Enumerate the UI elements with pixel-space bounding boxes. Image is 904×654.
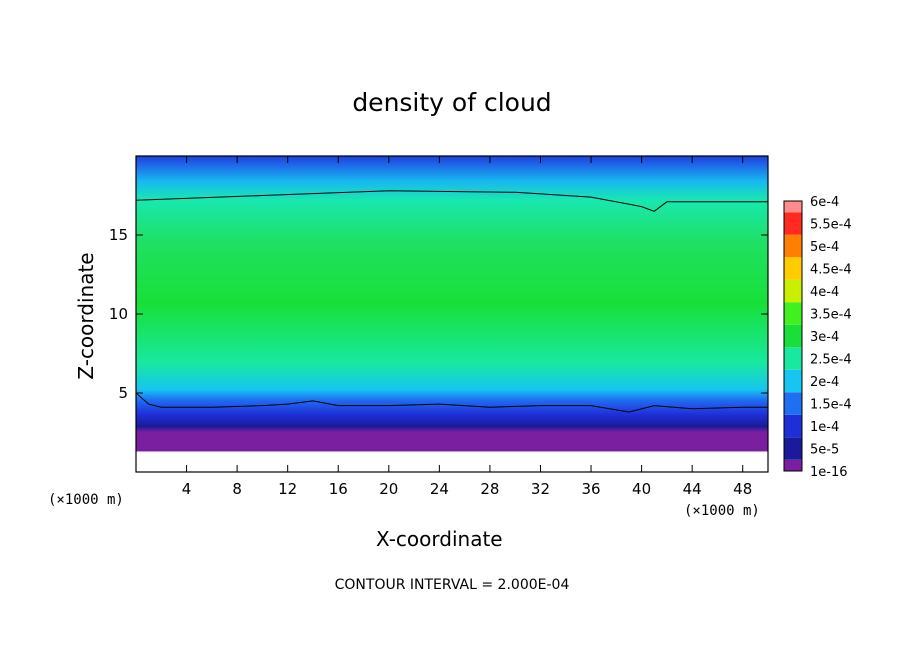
colorbar-swatch (784, 437, 802, 460)
colorbar-label: 1e-16 (810, 465, 848, 480)
colorbar-label: 1.5e-4 (810, 398, 852, 413)
contour-interval-note: CONTOUR INTERVAL = 2.000E-04 (334, 577, 570, 593)
y-tick-label: 5 (118, 384, 128, 402)
x-tick-label: 36 (581, 480, 600, 498)
y-tick-label: 15 (109, 226, 128, 244)
colorbar-label: 3e-4 (810, 330, 839, 345)
colorbar-swatch (784, 234, 802, 258)
colorbar-swatch (784, 201, 802, 213)
colorbar-swatch (784, 347, 802, 370)
x-tick-label: 4 (182, 480, 192, 498)
x-tick-label: 16 (329, 480, 348, 498)
x-tick-label: 24 (430, 480, 449, 498)
colorbar-swatch (784, 324, 802, 348)
x-axis-label: X-coordinate (376, 527, 503, 551)
colorbar-swatch (784, 279, 802, 303)
y-tick-label: 10 (109, 305, 128, 323)
x-tick-label: 8 (232, 480, 242, 498)
colorbar-label: 4.5e-4 (810, 263, 852, 278)
colorbar-swatch (784, 392, 802, 415)
colorbar-label: 1e-4 (810, 420, 839, 435)
colorbar-label: 5e-4 (810, 240, 839, 255)
chart-title: density of cloud (352, 88, 552, 117)
y-axis-label: Z-coordinate (74, 252, 98, 380)
colorbar-label: 5e-5 (810, 443, 839, 458)
colorbar-label: 3.5e-4 (810, 308, 852, 323)
x-tick-label: 28 (480, 480, 499, 498)
colorbar-swatch (784, 459, 802, 471)
x-tick-label: 48 (733, 480, 752, 498)
colorbar-swatch (784, 369, 802, 393)
x-unit-label-left: (×1000 m) (48, 492, 124, 508)
colorbar-label: 4e-4 (810, 285, 839, 300)
colorbar-label: 2e-4 (810, 375, 839, 390)
contour-line-upper (136, 190, 768, 212)
colorbar-label: 6e-4 (810, 195, 839, 210)
colorbar-swatch (784, 302, 802, 325)
colorbar-swatch (784, 414, 802, 438)
x-tick-label: 12 (278, 480, 297, 498)
colorbar-label: 5.5e-4 (810, 218, 852, 233)
x-tick-label: 44 (683, 480, 702, 498)
x-tick-label: 40 (632, 480, 651, 498)
colorbar-swatch (784, 257, 802, 280)
contour-line-lower (136, 392, 768, 413)
x-tick-label: 32 (531, 480, 550, 498)
x-unit-label-right: (×1000 m) (684, 503, 760, 519)
x-tick-label: 20 (379, 480, 398, 498)
colorbar-label: 2.5e-4 (810, 353, 852, 368)
colorbar-swatch (784, 212, 802, 235)
field-group (136, 156, 768, 472)
colorbar-frame (783, 200, 803, 472)
